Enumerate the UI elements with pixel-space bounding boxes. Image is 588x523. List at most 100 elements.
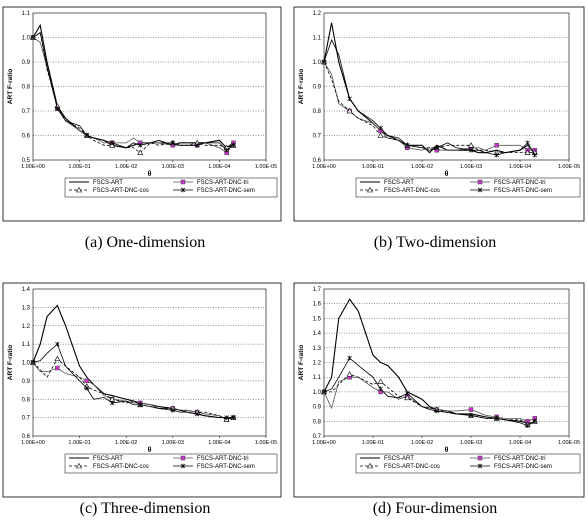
x-tick-label: 1.00E+00 (21, 164, 45, 170)
x-tick-label: 1.00E+00 (312, 164, 336, 170)
legend-label: FSCS-ART (93, 456, 123, 462)
series-fscs-art (32, 23, 234, 149)
data-point (434, 408, 439, 414)
legend-label: FSCS-ART (384, 456, 414, 462)
data-point (30, 360, 36, 365)
data-point (231, 415, 236, 420)
legend-label: FSCS-ART (93, 180, 123, 186)
y-tick-label: 0.9 (22, 379, 31, 385)
data-point (137, 149, 144, 155)
series-line (32, 358, 234, 420)
legend-item: FSCS-ART (360, 456, 414, 462)
x-tick-label: 1.00E+00 (312, 440, 336, 446)
y-tick-label: 1.0 (313, 390, 322, 396)
x-tick-label: 1.00E-05 (558, 164, 580, 170)
x-tick-label: 1.00E+00 (21, 440, 45, 446)
data-point (346, 371, 353, 377)
legend-marker (180, 463, 186, 469)
y-tick-label: 0.5 (22, 158, 31, 164)
series-line (323, 376, 535, 422)
x-tick-label: 1.00E-02 (115, 164, 137, 170)
x-tick-label: 1.00E-03 (460, 440, 482, 446)
x-tick-label: 1.00E-02 (115, 440, 137, 446)
y-tick-label: 1.2 (313, 11, 322, 17)
y-tick-label: 1.7 (313, 287, 322, 293)
x-tick-label: 1.00E-01 (362, 440, 384, 446)
y-tick-label: 1.1 (22, 342, 31, 348)
legend-item: FSCS-ART-DNC-tri (470, 455, 546, 462)
y-tick-label: 1.0 (22, 361, 31, 367)
legend-marker (477, 187, 483, 193)
data-point (524, 149, 531, 155)
legend-item: FSCS-ART-DNC-tri (173, 179, 249, 186)
legend-item: FSCS-ART-DNC-sem (470, 187, 552, 194)
x-tick-label: 1.00E-05 (255, 440, 277, 446)
data-point (231, 143, 236, 148)
x-axis-title: θ (445, 447, 449, 454)
series-fscs-art-dnc-sem (321, 355, 537, 429)
data-point (194, 411, 200, 417)
x-tick-label: 1.00E-02 (411, 164, 433, 170)
legend-box (355, 177, 581, 198)
y-tick-label: 1.6 (313, 302, 322, 308)
y-tick-label: 1.2 (313, 361, 322, 367)
series-line (323, 357, 535, 427)
data-point (84, 378, 90, 384)
legend-item: FSCS-ART-DNC-sem (173, 463, 255, 470)
data-point (377, 378, 384, 384)
legend-label: FSCS-ART-DNC-tri (197, 456, 249, 462)
y-tick-label: 1.1 (22, 11, 31, 17)
data-point (321, 389, 327, 395)
x-tick-label: 1.00E-03 (162, 440, 184, 446)
legend-label: FSCS-ART-DNC-sem (197, 464, 255, 470)
legend-item: FSCS-ART (360, 180, 414, 186)
series-line (32, 23, 234, 149)
series-line (32, 31, 234, 154)
x-tick-label: 1.00E-01 (68, 164, 90, 170)
data-point (494, 416, 499, 421)
x-tick-label: 1.00E-03 (162, 164, 184, 170)
series-fscs-art-dnc-sem (321, 38, 537, 158)
legend-label: FSCS-ART-DNC-sem (494, 188, 552, 194)
x-tick-label: 1.00E-05 (558, 440, 580, 446)
chart-1: 0.5 0.6 0.7 0.8 0.9 1.0 1.1 1.00E+00 1.00E-01 1.0… (2, 6, 282, 222)
series-fscs-art-dnc-sem (30, 341, 236, 420)
legend-item: FSCS-ART-DNC-tri (470, 179, 546, 186)
series-fscs-art-dnc-sem (30, 31, 236, 153)
legend-item: FSCS-ART-DNC-sem (173, 187, 255, 194)
legend-label: FSCS-ART-DNC-sem (494, 464, 552, 470)
data-point (137, 143, 143, 148)
legend-item: FSCS-ART-DNC-cos (360, 186, 440, 194)
data-point (494, 152, 499, 158)
caption-three-dimension: (c) Three-dimension (79, 500, 211, 517)
data-point (84, 385, 90, 391)
plot-area (323, 288, 570, 437)
y-tick-label: 1.1 (313, 36, 322, 42)
data-point (54, 355, 61, 362)
legend-box (355, 453, 581, 474)
data-point (532, 419, 537, 424)
caption-four-dimension: (d) Four-dimension (372, 500, 498, 517)
legend-box (64, 177, 278, 198)
data-point (405, 143, 410, 148)
data-point (194, 143, 200, 148)
data-point (55, 341, 60, 347)
legend-marker (477, 455, 483, 461)
y-axis-title: ART F-ratio (7, 345, 14, 380)
series-line (32, 343, 234, 419)
data-point (30, 35, 36, 40)
data-point (532, 152, 537, 158)
x-tick-label: 1.00E-04 (208, 164, 230, 170)
data-point (170, 140, 176, 146)
legend-marker (180, 179, 186, 185)
y-tick-label: 1.3 (22, 305, 31, 311)
data-point (321, 59, 327, 65)
y-tick-label: 0.7 (22, 416, 31, 422)
data-point (467, 142, 475, 148)
y-tick-label: 0.8 (22, 85, 31, 91)
data-point (405, 391, 410, 396)
y-tick-label: 1.4 (313, 331, 322, 337)
data-point (525, 423, 530, 429)
x-tick-label: 1.00E-01 (68, 440, 90, 446)
y-tick-label: 0.9 (313, 85, 322, 91)
